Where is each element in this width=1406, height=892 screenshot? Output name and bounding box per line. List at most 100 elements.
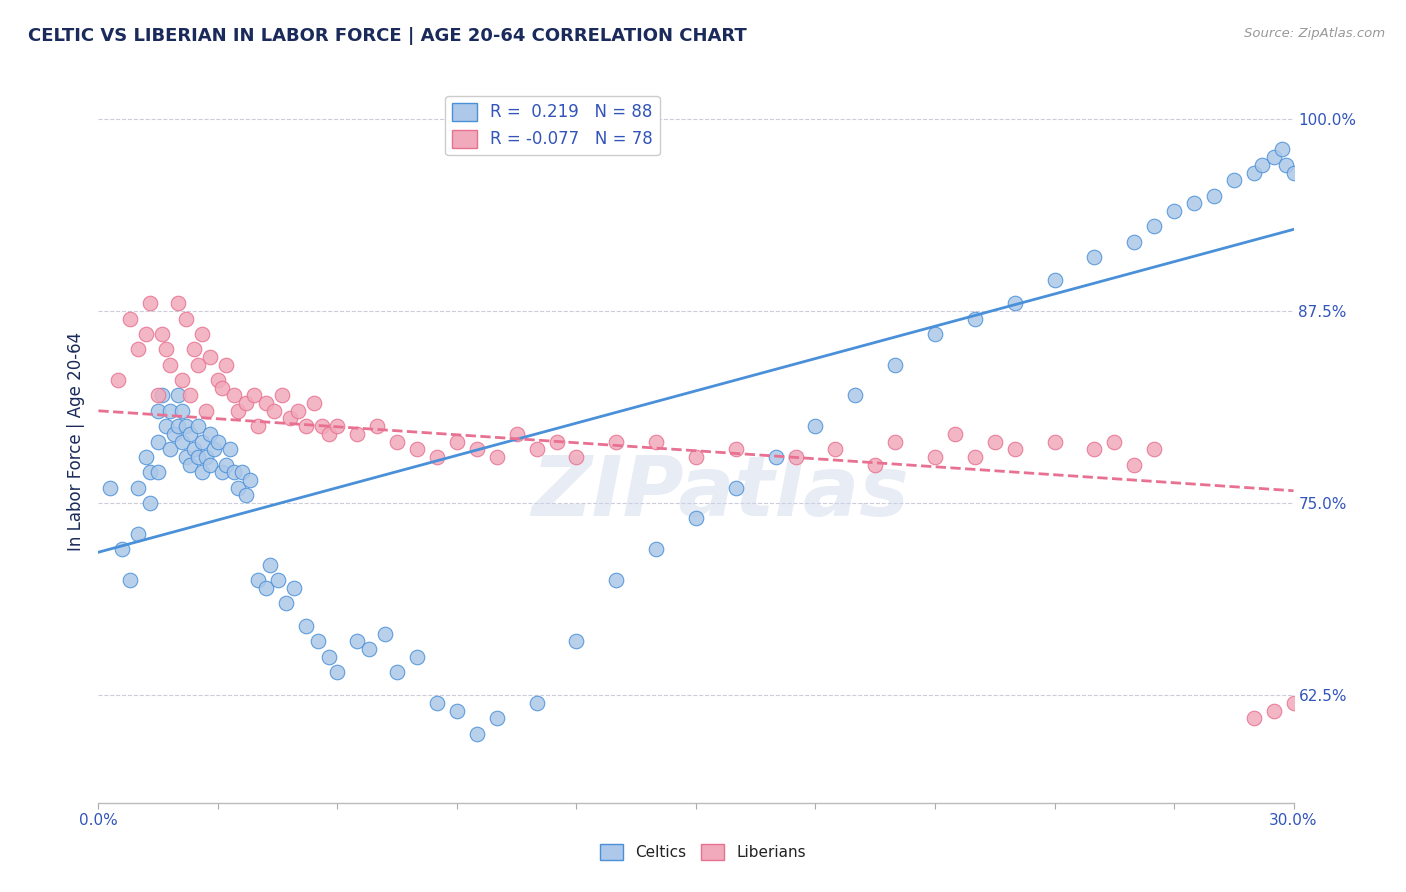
Point (605, 573, 627, 587)
Point (385, 434, 409, 449)
Point (263, 404, 285, 418)
Point (159, 442, 181, 457)
Point (283, 581, 305, 595)
Point (374, 626, 396, 640)
Point (346, 634, 368, 648)
Point (211, 465, 233, 479)
Point (724, 481, 747, 495)
Point (1104, 434, 1126, 449)
Point (139, 296, 162, 310)
Point (191, 326, 214, 341)
Point (1362, 504, 1385, 518)
Point (179, 388, 201, 402)
Point (1282, 696, 1305, 710)
Point (187, 450, 209, 464)
Point (287, 404, 309, 418)
Point (139, 465, 162, 479)
Point (174, 419, 197, 434)
Point (191, 465, 214, 479)
Point (385, 665, 409, 680)
Point (406, 442, 429, 457)
Point (120, 311, 142, 326)
Point (1083, 250, 1105, 264)
Point (1382, 492, 1405, 507)
Point (150, 388, 173, 402)
Point (645, 434, 668, 449)
Point (148, 434, 170, 449)
Point (546, 434, 568, 449)
Point (884, 358, 907, 372)
Point (1143, 219, 1166, 234)
Point (1202, 188, 1225, 202)
Point (155, 419, 177, 434)
Y-axis label: In Labor Force | Age 20-64: In Labor Force | Age 20-64 (66, 332, 84, 551)
Point (1123, 235, 1146, 249)
Point (139, 496, 162, 510)
Point (1243, 711, 1265, 725)
Point (526, 696, 548, 710)
Point (565, 450, 588, 464)
Point (1182, 196, 1205, 211)
Point (785, 450, 807, 464)
Point (135, 450, 157, 464)
Point (167, 419, 190, 434)
Point (865, 458, 887, 472)
Text: CELTIC VS LIBERIAN IN LABOR FORCE | AGE 20-64 CORRELATION CHART: CELTIC VS LIBERIAN IN LABOR FORCE | AGE … (28, 27, 747, 45)
Point (1123, 458, 1146, 472)
Point (259, 558, 281, 572)
Point (311, 419, 333, 434)
Text: ZIPatlas: ZIPatlas (531, 451, 908, 533)
Point (426, 450, 449, 464)
Point (685, 450, 707, 464)
Point (226, 481, 249, 495)
Point (1402, 499, 1406, 513)
Point (1043, 273, 1066, 287)
Point (302, 396, 325, 410)
Point (318, 649, 340, 664)
Point (239, 473, 262, 487)
Point (111, 542, 134, 557)
Legend: Celtics, Liberians: Celtics, Liberians (593, 838, 813, 866)
Point (844, 388, 866, 402)
Point (163, 426, 186, 441)
Point (605, 434, 627, 449)
Point (159, 358, 181, 372)
Point (307, 634, 329, 648)
Point (270, 388, 292, 402)
Point (724, 442, 747, 457)
Point (346, 426, 368, 441)
Point (824, 442, 846, 457)
Point (127, 343, 149, 357)
Point (215, 458, 238, 472)
Point (246, 419, 269, 434)
Point (943, 426, 966, 441)
Point (1322, 488, 1344, 502)
Point (326, 419, 349, 434)
Point (179, 458, 201, 472)
Point (148, 465, 170, 479)
Point (246, 573, 269, 587)
Point (765, 450, 787, 464)
Point (172, 434, 194, 449)
Point (1004, 442, 1026, 457)
Point (195, 450, 218, 464)
Point (526, 442, 548, 457)
Point (924, 326, 946, 341)
Point (426, 696, 449, 710)
Point (167, 388, 190, 402)
Point (326, 665, 349, 680)
Point (174, 450, 197, 464)
Point (219, 442, 242, 457)
Point (446, 434, 468, 449)
Point (366, 419, 388, 434)
Point (274, 596, 297, 610)
Point (1083, 442, 1105, 457)
Point (267, 573, 290, 587)
Point (804, 419, 827, 434)
Point (254, 396, 277, 410)
Point (215, 358, 238, 372)
Point (198, 350, 221, 364)
Point (179, 426, 201, 441)
Point (211, 381, 233, 395)
Point (159, 404, 181, 418)
